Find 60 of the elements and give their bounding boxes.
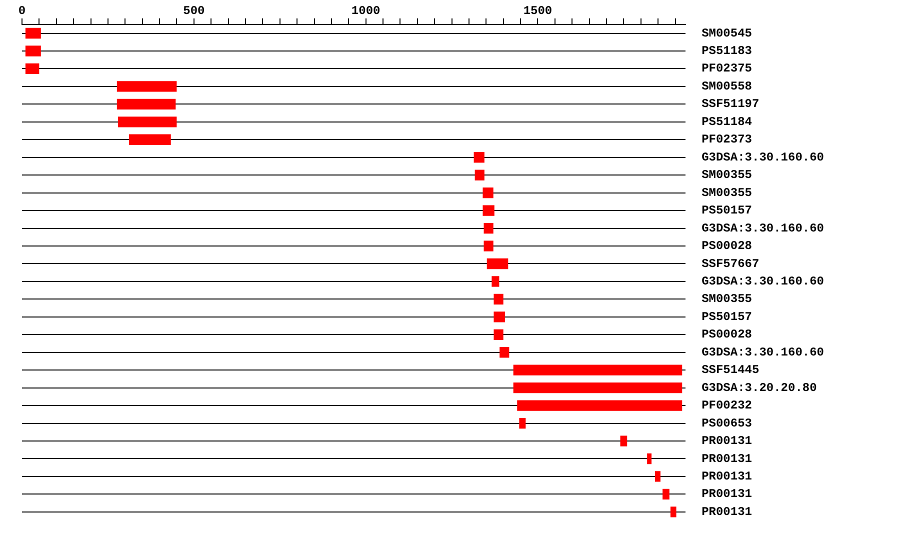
y-tick-label: SM00558 [702, 79, 752, 94]
y-tick-label: PR00131 [702, 452, 752, 466]
bar [25, 28, 41, 39]
y-tick-label: PS00028 [702, 239, 752, 254]
y-tick-label: PR00131 [702, 487, 752, 502]
bar [118, 116, 177, 128]
y-tick-label: SM00355 [702, 292, 752, 306]
bar [25, 46, 41, 56]
y-tick-label: PF02375 [702, 62, 752, 76]
x-tick-label: 500 [183, 4, 205, 18]
bar [620, 436, 628, 446]
bar [482, 187, 494, 198]
bar [494, 294, 504, 305]
y-tick-label: PR00131 [702, 504, 752, 519]
y-tick-label: SM00355 [702, 186, 752, 200]
bar [647, 453, 652, 464]
y-tick-label: PS51183 [702, 44, 752, 58]
bar [486, 258, 508, 270]
y-tick-label: G3DSA:3.30.160.60 [702, 221, 824, 236]
bar [513, 364, 682, 376]
bar [116, 81, 177, 92]
y-tick-label: PR00131 [702, 469, 752, 484]
bar [662, 488, 670, 500]
y-tick-label: PR00131 [702, 434, 752, 448]
x-tick-label: 1000 [351, 4, 380, 18]
bar [513, 382, 682, 394]
y-tick-label: PS00028 [702, 328, 752, 342]
bar [492, 276, 500, 287]
y-tick-label: G3DSA:3.30.160.60 [702, 150, 824, 164]
y-tick-label: PS00653 [702, 416, 752, 430]
y-tick-label: SSF57667 [702, 256, 760, 271]
bar [474, 170, 484, 180]
bar [116, 98, 176, 110]
bar [128, 134, 171, 145]
bar [517, 400, 682, 411]
y-tick-label: PS50157 [702, 310, 752, 324]
y-tick-label: PF02373 [702, 132, 752, 147]
bar [494, 329, 504, 340]
bar [482, 205, 494, 216]
bar [25, 63, 40, 74]
y-tick-label: SSF51197 [702, 97, 760, 112]
x-tick-label: 1500 [523, 4, 552, 18]
x-tick-label: 0 [18, 4, 26, 18]
y-tick-label: SM00545 [702, 26, 752, 40]
bar [474, 152, 484, 163]
bar [500, 347, 510, 358]
y-tick-label: G3DSA:3.20.20.80 [702, 380, 817, 395]
y-tick-label: G3DSA:3.30.160.60 [702, 274, 824, 288]
bar [519, 418, 526, 429]
y-tick-label: PF00232 [702, 398, 752, 413]
bar [484, 240, 494, 252]
bar [670, 506, 676, 518]
bar [654, 471, 660, 482]
bar [484, 222, 494, 234]
y-tick-label: G3DSA:3.30.160.60 [702, 345, 824, 360]
bar [494, 312, 506, 322]
y-tick-label: SSF51445 [702, 363, 760, 378]
y-tick-label: PS51184 [702, 114, 752, 129]
y-tick-label: SM00355 [702, 168, 752, 182]
y-tick-label: PS50157 [702, 204, 752, 218]
